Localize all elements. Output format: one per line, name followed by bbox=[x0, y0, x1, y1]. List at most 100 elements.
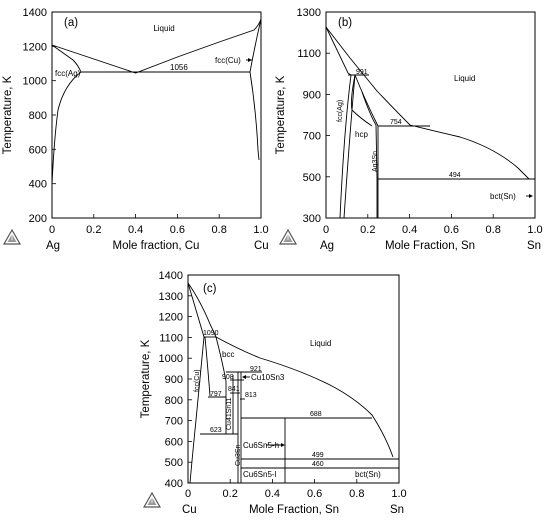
ytick-label-b-900: 900 bbox=[303, 89, 321, 101]
xtick-label-c-0: 0 bbox=[185, 488, 191, 500]
x-ticks-a bbox=[51, 214, 262, 218]
xtick-label-c-0.8: 0.8 bbox=[349, 488, 364, 500]
ytick-label-c-1200: 1200 bbox=[159, 312, 183, 324]
ytick-label-c-400: 400 bbox=[165, 478, 183, 490]
thermo-calc-logo-icon bbox=[278, 228, 298, 245]
xtick-label-a-1.0: 1.0 bbox=[253, 224, 268, 236]
x-axis-title-c: Mole Fraction, Sn bbox=[249, 504, 339, 516]
xtick-label-c-0.6: 0.6 bbox=[307, 488, 322, 500]
y-ticks-b bbox=[326, 11, 330, 219]
label-1090-c: 1090 bbox=[203, 330, 219, 337]
label-liquid-a: Liquid bbox=[153, 24, 174, 33]
panel-a: (a) 200 400 600 800 1000 1200 1400 0 0.2… bbox=[2, 7, 269, 252]
ytick-label-c-1100: 1100 bbox=[159, 332, 183, 344]
bcc-right-c bbox=[215, 336, 227, 382]
label-499-c: 499 bbox=[312, 452, 324, 459]
arrowhead-fcc-cu-a bbox=[248, 58, 252, 62]
ytick-label-c-1300: 1300 bbox=[159, 291, 183, 303]
label-ag3sn-b: Ag3Sn bbox=[372, 151, 379, 172]
xtick-label-a-0.4: 0.4 bbox=[128, 224, 143, 236]
solidus-cu-a bbox=[249, 18, 262, 73]
label-623-c: 623 bbox=[210, 427, 222, 434]
solvus-ag-a bbox=[51, 71, 82, 186]
arrowhead-bct-sn-b bbox=[529, 194, 533, 198]
label-cu6sn5-h-c: Cu6Sn5-h bbox=[243, 441, 279, 450]
solvus-fcc2-b bbox=[343, 74, 356, 219]
ytick-label-c-600: 600 bbox=[165, 436, 183, 448]
liquidus-b bbox=[325, 26, 530, 180]
xtick-label-c-1.0: 1.0 bbox=[391, 488, 406, 500]
label-494-b: 494 bbox=[449, 172, 461, 179]
panel-label-a: (a) bbox=[64, 17, 78, 29]
xtick-label-b-1.0: 1.0 bbox=[527, 224, 542, 236]
ytick-label-a-200: 200 bbox=[29, 213, 47, 225]
xtick-label-c-0.4: 0.4 bbox=[265, 488, 280, 500]
x-ticks-c bbox=[187, 479, 400, 483]
xtick-label-a-0.6: 0.6 bbox=[170, 224, 185, 236]
ytick-label-b-1300: 1300 bbox=[297, 7, 321, 19]
ytick-label-b-300: 300 bbox=[303, 213, 321, 225]
ytick-label-a-1400: 1400 bbox=[23, 7, 47, 19]
ytick-label-a-600: 600 bbox=[29, 144, 47, 156]
label-797-c: 797 bbox=[210, 391, 222, 398]
hcp-boundary-b bbox=[354, 74, 379, 127]
ytick-label-b-700: 700 bbox=[303, 131, 321, 143]
label-908-c: 908 bbox=[222, 374, 234, 381]
panel-label-b: (b) bbox=[338, 17, 352, 29]
xtick-label-b-0: 0 bbox=[323, 224, 329, 236]
thermo-calc-logo-icon bbox=[2, 228, 22, 245]
label-bcc-c: bcc bbox=[222, 350, 234, 359]
label-cu6sn5-l-c: Cu6Sn5-l bbox=[243, 470, 277, 479]
ytick-label-a-400: 400 bbox=[29, 179, 47, 191]
solidus-cu-c bbox=[187, 282, 205, 338]
label-688-c: 688 bbox=[310, 411, 322, 418]
ytick-label-a-1000: 1000 bbox=[23, 76, 47, 88]
solidus-ag-a bbox=[51, 44, 82, 73]
xtick-label-b-0.4: 0.4 bbox=[402, 224, 417, 236]
arrowhead-cu10sn3-c bbox=[242, 375, 246, 379]
element-right-b: Sn bbox=[527, 240, 541, 252]
xtick-label-b-0.2: 0.2 bbox=[360, 224, 375, 236]
solvus-cu-c bbox=[189, 336, 205, 484]
ytick-label-c-500: 500 bbox=[165, 457, 183, 469]
solvus-fcc-b bbox=[339, 74, 352, 219]
y-axis-title-a: Temperature, K bbox=[2, 75, 14, 154]
y-ticks-a bbox=[52, 11, 56, 219]
xtick-label-a-0.8: 0.8 bbox=[212, 224, 227, 236]
ytick-label-a-800: 800 bbox=[29, 110, 47, 122]
label-921-c: 921 bbox=[250, 366, 262, 373]
axes-frame-c bbox=[187, 274, 400, 484]
label-bct-sn-b: bct(Sn) bbox=[490, 192, 516, 201]
element-left-a: Ag bbox=[46, 240, 60, 252]
ytick-label-c-800: 800 bbox=[165, 395, 183, 407]
label-cu10sn3-c: Cu10Sn3 bbox=[251, 373, 285, 382]
label-cu3sn-c: Cu3Sn bbox=[235, 444, 242, 466]
panel-b: (b) 300 500 700 900 1100 1300 0 0.2 0.4 … bbox=[275, 7, 543, 252]
label-1056-a: 1056 bbox=[170, 63, 188, 72]
panel-c: (c) 400 500 600 700 800 900 1000 1100 12… bbox=[140, 270, 407, 516]
label-liquid-b: Liquid bbox=[454, 74, 475, 83]
label-hcp-b: hcp bbox=[355, 130, 368, 139]
element-right-a: Cu bbox=[254, 240, 269, 252]
ytick-label-c-1000: 1000 bbox=[159, 353, 183, 365]
liquidus-cu-c bbox=[187, 282, 217, 338]
ytick-label-b-500: 500 bbox=[303, 172, 321, 184]
x-axis-title-b: Mole Fraction, Sn bbox=[385, 240, 475, 252]
y-ticks-c bbox=[188, 274, 192, 484]
label-fcc-ag-a: fcc(Ag) bbox=[55, 69, 81, 78]
element-right-c: Sn bbox=[390, 504, 404, 516]
x-ticks-b bbox=[325, 214, 536, 218]
label-fcc-ag-b: fcc(Ag) bbox=[337, 100, 344, 122]
label-cu41sn11-c: Cu41Sn11 bbox=[226, 397, 233, 430]
y-axis-title-c: Temperature, K bbox=[140, 339, 152, 418]
label-fcc-cu-a: fcc(Cu) bbox=[215, 56, 241, 65]
label-991-b: 991 bbox=[356, 69, 368, 76]
label-fcc-cu-c: fcc(Cu) bbox=[194, 369, 201, 392]
xtick-label-a-0: 0 bbox=[49, 224, 55, 236]
solvus-cu-a bbox=[249, 71, 260, 161]
label-bct-sn-c: bct(Sn) bbox=[355, 470, 381, 479]
label-754-b: 754 bbox=[390, 119, 402, 126]
label-liquid-c: Liquid bbox=[310, 339, 331, 348]
x-axis-title-a: Mole fraction, Cu bbox=[113, 240, 200, 252]
ytick-label-c-900: 900 bbox=[165, 374, 183, 386]
